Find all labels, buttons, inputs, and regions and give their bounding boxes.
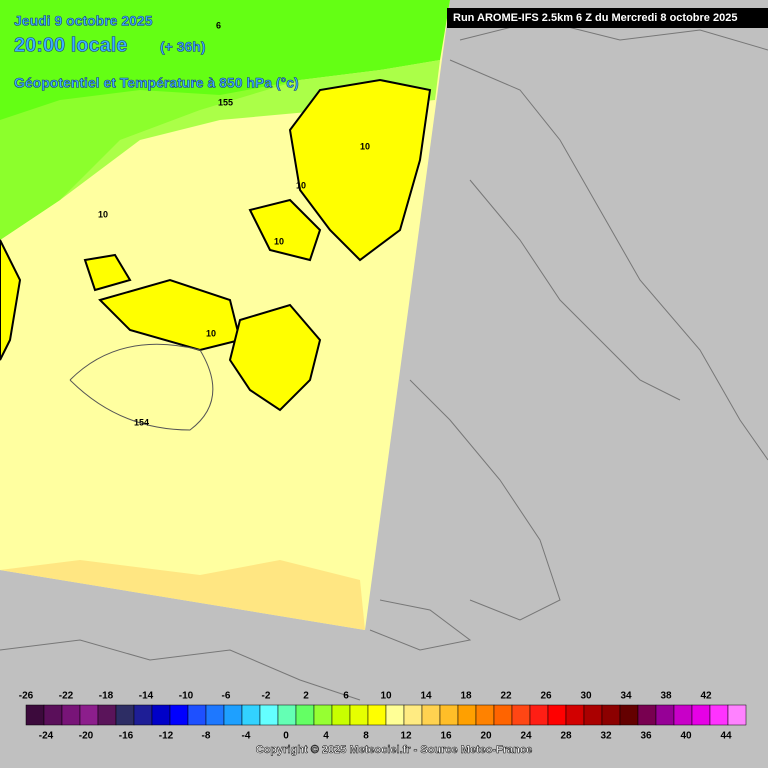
lead-time: (+ 36h) [160, 39, 206, 55]
run-box [447, 8, 768, 28]
colorbar-label: -20 [79, 731, 94, 742]
color-swatch [637, 704, 657, 726]
color-swatch [133, 704, 153, 726]
color-swatch [331, 704, 351, 726]
colorbar-label: 18 [460, 691, 472, 702]
contour-label: 10 [98, 209, 108, 219]
warmer-zone [0, 560, 365, 630]
color-swatch [151, 704, 171, 726]
color-swatch [619, 704, 639, 726]
color-swatch [61, 704, 81, 726]
color-swatch [385, 704, 405, 726]
color-swatch [565, 704, 585, 726]
colorbar-label: -10 [179, 691, 194, 702]
color-swatch [169, 704, 189, 726]
colorbar-label: 42 [700, 691, 712, 702]
colorbar-label: 22 [500, 691, 512, 702]
colorbar-label: -8 [202, 731, 211, 742]
colorbar-label: 36 [640, 731, 652, 742]
color-swatch [601, 704, 621, 726]
colorbar-label: -18 [99, 691, 114, 702]
color-swatch [205, 704, 225, 726]
colorbar-label: 14 [420, 691, 432, 702]
colorbar-label: -24 [39, 731, 54, 742]
color-swatch [511, 704, 531, 726]
color-swatch [313, 704, 333, 726]
color-swatch [727, 704, 747, 726]
time: 20:00 locale [14, 34, 127, 56]
colorbar-label: 30 [580, 691, 592, 702]
color-swatch [241, 704, 261, 726]
colorbar-label: 28 [560, 731, 572, 742]
colorbar-label: -4 [242, 731, 251, 742]
color-swatch [187, 704, 207, 726]
color-swatch [547, 704, 567, 726]
colorbar-label: 12 [400, 731, 412, 742]
color-swatch [25, 704, 45, 726]
color-swatch [277, 704, 297, 726]
contour-label: 6 [216, 20, 221, 30]
colorbar-label: 24 [520, 731, 532, 742]
colorbar-label: 16 [440, 731, 452, 742]
color-swatch [529, 704, 549, 726]
color-swatch [115, 704, 135, 726]
color-swatch [259, 704, 279, 726]
contour-label: 154 [134, 417, 149, 427]
color-swatch [493, 704, 513, 726]
color-swatch [583, 704, 603, 726]
contour-label: 10 [206, 328, 216, 338]
colorbar: -26 -22 -18 -14 -10 -6 -2 2 6 10 14 18 22 26 30 34 38 42-… [19, 691, 747, 742]
color-swatch [691, 704, 711, 726]
color-swatch [295, 704, 315, 726]
color-swatch [457, 704, 477, 726]
colorbar-label: 34 [620, 691, 632, 702]
date: Jeudi 9 octobre 2025 [14, 13, 153, 29]
colorbar-label: 0 [283, 731, 289, 742]
colorbar-label: 32 [600, 731, 612, 742]
parameter: Géopotentiel et Température à 850 hPa (°… [14, 75, 299, 91]
colorbar-label: 8 [363, 731, 369, 742]
color-swatch [367, 704, 387, 726]
colorbar-label: -26 [19, 691, 34, 702]
color-swatch [223, 704, 243, 726]
contour-label: 155 [218, 97, 233, 107]
contour-label: 10 [296, 180, 306, 190]
colorbar-label: -22 [59, 691, 74, 702]
color-swatch [475, 704, 495, 726]
color-swatch [403, 704, 423, 726]
color-swatch [709, 704, 729, 726]
color-swatch [439, 704, 459, 726]
colorbar-label: 4 [323, 731, 329, 742]
colorbar-label: 6 [343, 691, 349, 702]
color-swatch [349, 704, 369, 726]
colorbar-label: -6 [222, 691, 231, 702]
color-swatch [673, 704, 693, 726]
colorbar-label: -14 [139, 691, 154, 702]
colorbar-label: 40 [680, 731, 692, 742]
colorbar-label: 2 [303, 691, 309, 702]
contour-label: 10 [360, 141, 370, 151]
colorbar-label: -2 [262, 691, 271, 702]
color-swatch [421, 704, 441, 726]
color-swatch [97, 704, 117, 726]
color-swatch [79, 704, 99, 726]
colorbar-label: 26 [540, 691, 552, 702]
color-swatch [43, 704, 63, 726]
warm-green-zone [0, 0, 450, 240]
run-info: Run AROME-IFS 2.5km 6 Z du Mercredi 8 oc… [453, 12, 737, 24]
contour-label: 10 [274, 236, 284, 246]
copyright: Copyright © 2025 Meteociel.fr - Source M… [256, 744, 532, 756]
colorbar-label: 10 [380, 691, 392, 702]
isohypse [69, 343, 214, 431]
colorbar-label: -12 [159, 731, 174, 742]
colorbar-label: 38 [660, 691, 672, 702]
colorbar-label: 44 [720, 731, 732, 742]
warm-patches [0, 78, 432, 412]
color-swatch [655, 704, 675, 726]
colorbar-label: 20 [480, 731, 492, 742]
colorbar-label: -16 [119, 731, 134, 742]
borders [0, 19, 768, 701]
